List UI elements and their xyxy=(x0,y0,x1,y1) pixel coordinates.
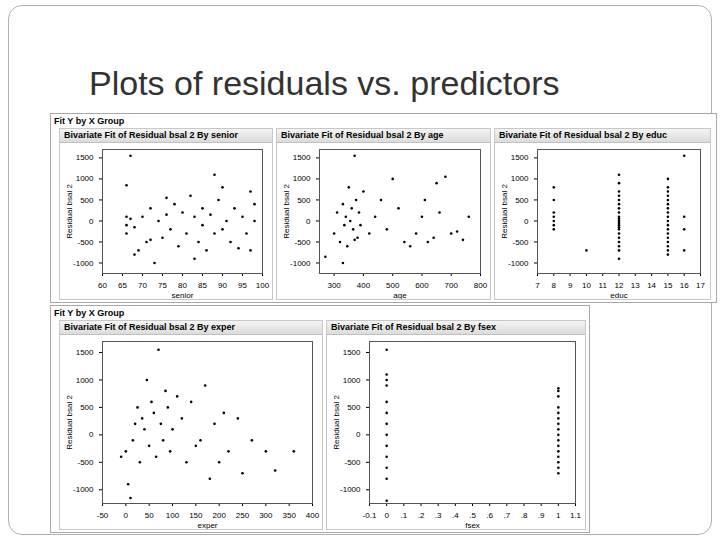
svg-text:0: 0 xyxy=(89,217,94,226)
svg-text:-1000: -1000 xyxy=(73,259,94,268)
svg-text:500: 500 xyxy=(515,196,529,205)
svg-text:300: 300 xyxy=(327,281,341,290)
svg-text:11: 11 xyxy=(599,281,608,290)
svg-text:-1000: -1000 xyxy=(340,485,361,494)
svg-text:300: 300 xyxy=(259,511,273,520)
svg-text:1.1: 1.1 xyxy=(570,511,582,520)
svg-text:age: age xyxy=(393,291,407,300)
svg-text:-500: -500 xyxy=(77,238,94,247)
svg-text:800: 800 xyxy=(474,281,488,290)
svg-text:500: 500 xyxy=(347,403,361,412)
svg-text:90: 90 xyxy=(218,281,227,290)
svg-text:Residual bsal 2: Residual bsal 2 xyxy=(332,395,341,450)
svg-text:.2: .2 xyxy=(418,511,425,520)
svg-text:-50: -50 xyxy=(97,511,109,520)
svg-text:Residual bsal 2: Residual bsal 2 xyxy=(65,184,74,239)
svg-text:600: 600 xyxy=(415,281,429,290)
svg-text:1500: 1500 xyxy=(511,153,529,162)
svg-text:13: 13 xyxy=(631,281,640,290)
svg-text:500: 500 xyxy=(297,196,311,205)
svg-text:-500: -500 xyxy=(294,238,311,247)
svg-text:1500: 1500 xyxy=(293,153,311,162)
html-text:Bivariate Fit of Residual bsal: Bivariate Fit of Residual bsal 2 By expe… xyxy=(64,322,236,332)
svg-text:1500: 1500 xyxy=(76,348,94,357)
svg-text:-0.1: -0.1 xyxy=(363,511,377,520)
svg-text:.5: .5 xyxy=(469,511,476,520)
html-text:Bivariate Fit of Residual bsal: Bivariate Fit of Residual bsal 2 By fsex xyxy=(331,322,497,332)
svg-text:-500: -500 xyxy=(344,458,361,467)
svg-text:Residual bsal 2: Residual bsal 2 xyxy=(282,184,291,239)
svg-text:500: 500 xyxy=(386,281,400,290)
svg-text:500: 500 xyxy=(80,196,94,205)
svg-text:95: 95 xyxy=(238,281,247,290)
svg-text:1: 1 xyxy=(556,511,561,520)
svg-text:10: 10 xyxy=(582,281,591,290)
svg-text:-1000: -1000 xyxy=(290,259,311,268)
svg-text:-500: -500 xyxy=(512,238,529,247)
svg-text:educ: educ xyxy=(610,291,627,300)
svg-text:0: 0 xyxy=(384,511,389,520)
svg-text:9: 9 xyxy=(568,281,573,290)
svg-text:exper: exper xyxy=(197,521,217,530)
svg-text:100: 100 xyxy=(256,281,270,290)
svg-text:.3: .3 xyxy=(435,511,442,520)
html-text:Bivariate Fit of Residual bsal: Bivariate Fit of Residual bsal 2 By seni… xyxy=(64,130,239,140)
svg-text:350: 350 xyxy=(282,511,296,520)
svg-text:.6: .6 xyxy=(486,511,493,520)
svg-text:16: 16 xyxy=(680,281,689,290)
svg-text:15: 15 xyxy=(663,281,672,290)
svg-text:1500: 1500 xyxy=(76,153,94,162)
svg-text:250: 250 xyxy=(236,511,250,520)
svg-text:0: 0 xyxy=(356,430,361,439)
svg-text:0: 0 xyxy=(124,511,129,520)
svg-text:1000: 1000 xyxy=(293,174,311,183)
svg-text:fsex: fsex xyxy=(465,521,480,530)
svg-text:85: 85 xyxy=(198,281,207,290)
svg-text:400: 400 xyxy=(306,511,320,520)
svg-text:0: 0 xyxy=(306,217,311,226)
svg-text:200: 200 xyxy=(212,511,226,520)
svg-text:senior: senior xyxy=(172,291,194,300)
svg-text:100: 100 xyxy=(166,511,180,520)
svg-text:500: 500 xyxy=(80,403,94,412)
svg-text:1000: 1000 xyxy=(511,174,529,183)
svg-text:Residual bsal 2: Residual bsal 2 xyxy=(500,184,509,239)
svg-text:12: 12 xyxy=(615,281,624,290)
svg-text:8: 8 xyxy=(552,281,557,290)
svg-text:1500: 1500 xyxy=(343,348,361,357)
svg-text:70: 70 xyxy=(138,281,147,290)
html-text:Fit Y by X Group: Fit Y by X Group xyxy=(54,116,125,126)
svg-text:7: 7 xyxy=(535,281,540,290)
svg-text:700: 700 xyxy=(445,281,459,290)
svg-text:.7: .7 xyxy=(503,511,510,520)
svg-text:400: 400 xyxy=(357,281,371,290)
svg-text:.4: .4 xyxy=(452,511,459,520)
svg-text:-1000: -1000 xyxy=(508,259,529,268)
svg-text:17: 17 xyxy=(696,281,705,290)
svg-text:1000: 1000 xyxy=(343,376,361,385)
svg-text:65: 65 xyxy=(118,281,127,290)
html-text:Bivariate Fit of Residual bsal: Bivariate Fit of Residual bsal 2 By educ xyxy=(499,130,668,140)
svg-text:1000: 1000 xyxy=(76,174,94,183)
html-text:Bivariate Fit of Residual bsal: Bivariate Fit of Residual bsal 2 By age xyxy=(281,130,444,140)
svg-text:.1: .1 xyxy=(400,511,407,520)
svg-text:-500: -500 xyxy=(77,458,94,467)
svg-text:-1000: -1000 xyxy=(73,485,94,494)
svg-text:0: 0 xyxy=(524,217,529,226)
svg-text:150: 150 xyxy=(189,511,203,520)
svg-text:75: 75 xyxy=(158,281,167,290)
svg-text:0: 0 xyxy=(89,430,94,439)
svg-text:.9: .9 xyxy=(538,511,545,520)
svg-text:Residual bsal 2: Residual bsal 2 xyxy=(65,395,74,450)
html-text:Plots of residuals vs. predict: Plots of residuals vs. predictors xyxy=(89,64,560,102)
svg-text:14: 14 xyxy=(647,281,656,290)
svg-text:50: 50 xyxy=(145,511,154,520)
svg-text:60: 60 xyxy=(98,281,107,290)
svg-text:.8: .8 xyxy=(521,511,528,520)
svg-text:1000: 1000 xyxy=(76,376,94,385)
svg-text:80: 80 xyxy=(178,281,187,290)
html-text:Fit Y by X Group: Fit Y by X Group xyxy=(54,308,125,318)
